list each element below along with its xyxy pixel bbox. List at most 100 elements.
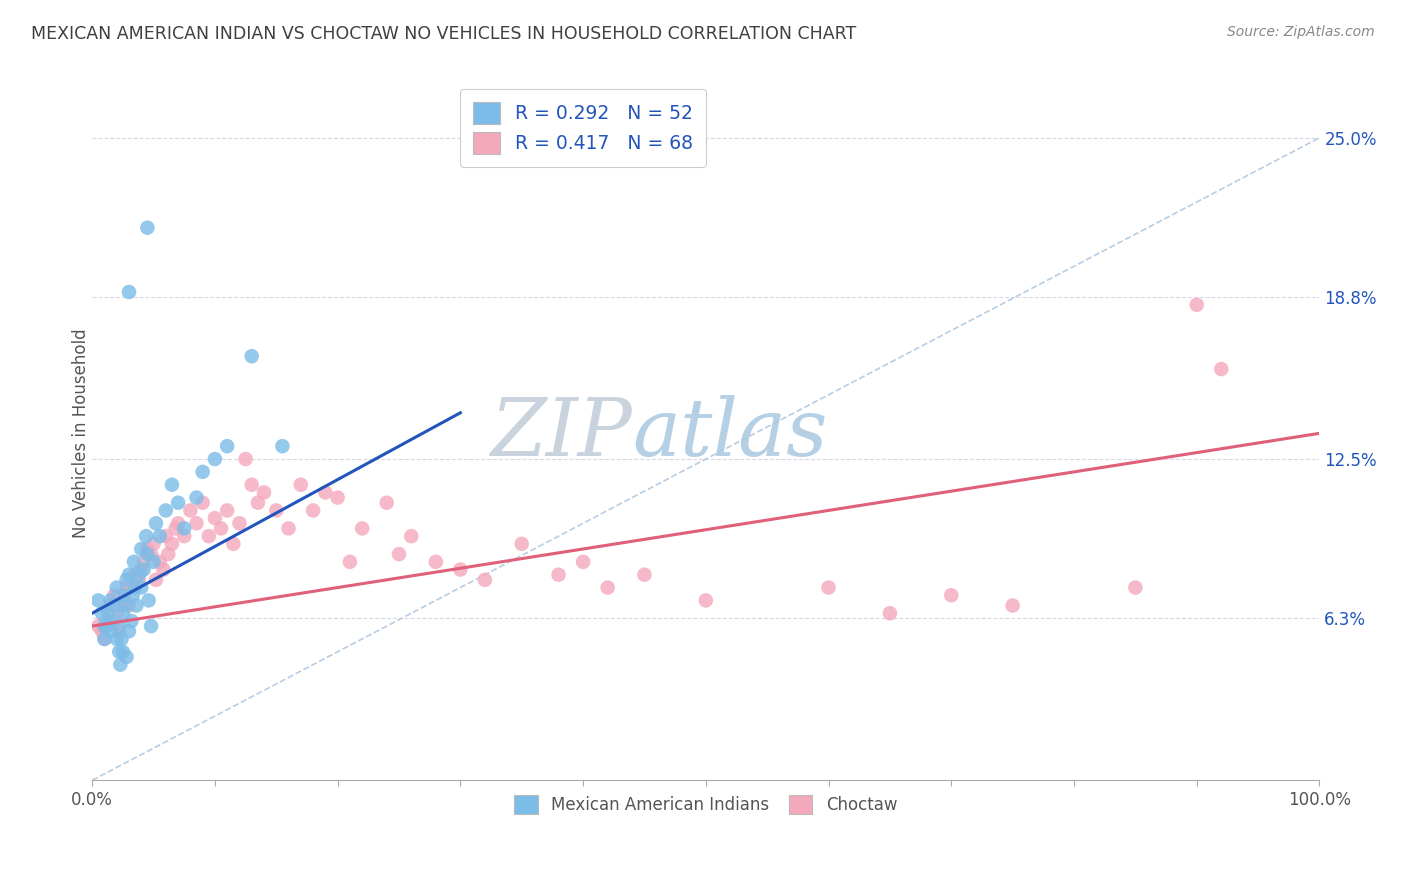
Point (105, 606, 128, 620)
Point (253, 485, 276, 500)
Point (118, 567, 141, 582)
Point (93, 632, 115, 646)
Point (160, 537, 183, 551)
Point (246, 496, 269, 510)
Point (115, 649, 138, 664)
Point (142, 555, 165, 569)
Point (91, 606, 114, 620)
Point (449, 563, 471, 577)
Point (173, 521, 195, 535)
Point (115, 581, 138, 595)
Point (179, 503, 201, 517)
Point (91, 624, 114, 639)
Point (138, 593, 160, 607)
Point (108, 619, 131, 633)
Point (339, 555, 361, 569)
Point (136, 220, 159, 235)
Point (240, 477, 263, 491)
Point (149, 529, 172, 543)
Point (155, 503, 177, 517)
Point (118, 599, 141, 613)
Point (388, 547, 411, 561)
Point (112, 588, 135, 602)
Point (197, 529, 219, 543)
Point (129, 563, 152, 577)
Point (547, 567, 569, 582)
Point (271, 439, 294, 453)
Point (167, 516, 190, 531)
Point (93, 619, 115, 633)
Point (139, 547, 162, 561)
Point (1001, 599, 1024, 613)
Point (136, 547, 159, 561)
Point (124, 567, 146, 582)
Point (96, 614, 118, 628)
Point (145, 516, 167, 531)
Point (97, 606, 120, 620)
Point (128, 573, 150, 587)
Point (111, 632, 134, 646)
Point (105, 632, 128, 646)
Point (145, 573, 167, 587)
Point (425, 555, 447, 569)
Point (633, 567, 655, 582)
Point (160, 477, 183, 491)
Point (879, 606, 901, 620)
Point (326, 491, 349, 505)
Point (191, 465, 214, 479)
Point (204, 511, 226, 525)
Point (817, 581, 839, 595)
Point (474, 573, 496, 587)
Point (125, 599, 148, 613)
Point (87, 619, 110, 633)
Point (277, 521, 299, 535)
Point (111, 645, 134, 659)
Point (596, 581, 619, 595)
Point (314, 485, 336, 500)
Point (100, 599, 122, 613)
Point (152, 563, 174, 577)
Text: ZIP: ZIP (491, 394, 633, 472)
Point (204, 452, 226, 467)
Point (114, 599, 136, 613)
Y-axis label: No Vehicles in Household: No Vehicles in Household (72, 328, 90, 538)
Point (186, 516, 208, 531)
Point (375, 496, 398, 510)
Point (222, 537, 245, 551)
Point (510, 537, 533, 551)
Point (87, 593, 110, 607)
Point (128, 567, 150, 582)
Point (139, 619, 162, 633)
Point (173, 529, 195, 543)
Point (120, 581, 142, 595)
Text: MEXICAN AMERICAN INDIAN VS CHOCTAW NO VEHICLES IN HOUSEHOLD CORRELATION CHART: MEXICAN AMERICAN INDIAN VS CHOCTAW NO VE… (31, 25, 856, 43)
Point (110, 657, 132, 672)
Point (149, 555, 172, 569)
Point (111, 593, 134, 607)
Point (165, 521, 187, 535)
Point (191, 496, 214, 510)
Text: Source: ZipAtlas.com: Source: ZipAtlas.com (1227, 25, 1375, 39)
Point (129, 541, 152, 556)
Point (240, 349, 263, 363)
Point (217, 439, 239, 453)
Point (186, 491, 208, 505)
Point (121, 588, 143, 602)
Legend: Mexican American Indians, Choctaw: Mexican American Indians, Choctaw (505, 785, 907, 824)
Point (93, 632, 115, 646)
Point (100, 593, 122, 607)
Point (136, 541, 159, 556)
Point (129, 581, 152, 595)
Point (118, 285, 141, 299)
Point (101, 614, 124, 628)
Point (103, 588, 125, 602)
Point (135, 529, 157, 543)
Point (111, 606, 134, 620)
Point (118, 624, 141, 639)
Point (1125, 581, 1147, 595)
Point (941, 588, 963, 602)
Point (1211, 362, 1233, 376)
Point (108, 624, 131, 639)
Point (115, 573, 138, 587)
Point (155, 529, 177, 543)
